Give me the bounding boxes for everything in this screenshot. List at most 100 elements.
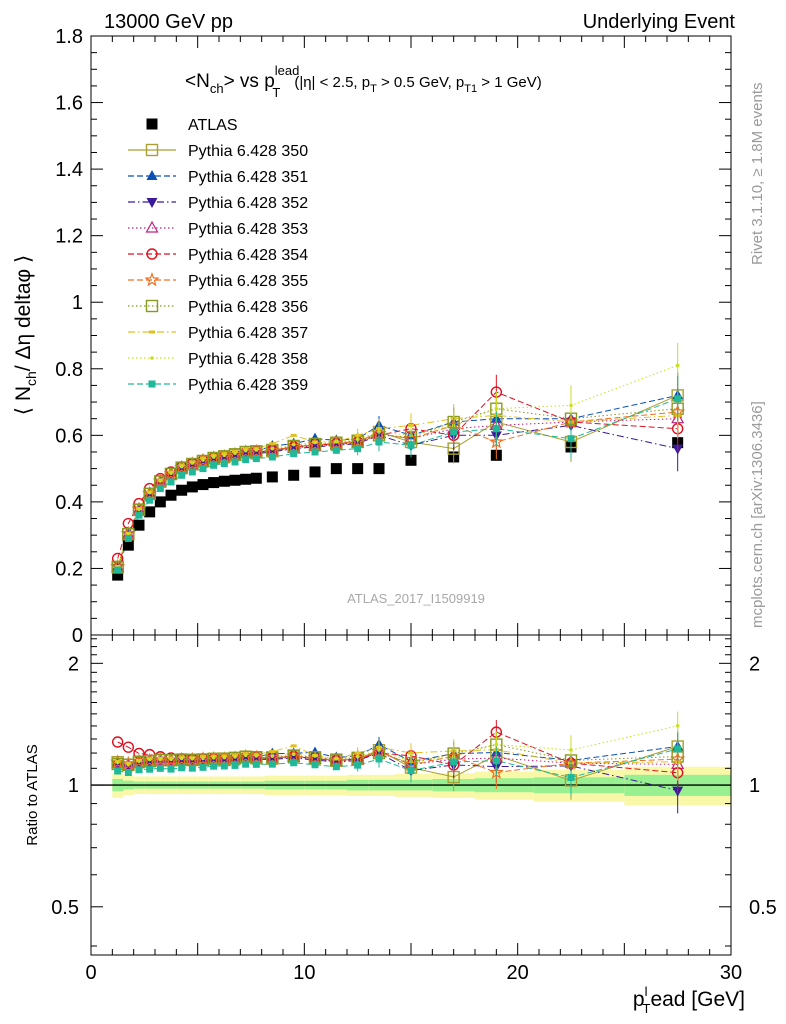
main-point-pythia-6-428-354 [111, 552, 124, 565]
ratio-point-pythia-6-428-355 [110, 754, 126, 769]
main-point-atlas [330, 463, 342, 475]
ratio-point-pythia-6-428-359 [188, 764, 196, 772]
ratio-point-pythia-6-428-357 [269, 750, 276, 754]
ratio-point-pythia-6-428-357 [290, 744, 297, 748]
ratio-point-pythia-6-428-359 [407, 767, 415, 775]
main-point-pythia-6-428-359 [332, 446, 340, 454]
main-plot-frame [90, 35, 732, 636]
main-point-pythia-6-428-357 [242, 447, 249, 451]
title-main: <N [185, 71, 210, 92]
x-tick-label: 30 [720, 962, 742, 984]
ratio-point-pythia-6-428-354 [133, 747, 145, 760]
main-point-pythia-6-428-359 [178, 471, 186, 479]
legend-marker-pythia-6-428-356 [145, 299, 159, 313]
legend-label-pythia-6-428-358: Pythia 6.428 358 [188, 351, 308, 368]
ratio-point-pythia-6-428-357 [242, 752, 249, 756]
main-point-pythia-6-428-358 [190, 461, 195, 465]
ratio-point-pythia-6-428-354 [111, 736, 124, 748]
plot-title: <Nch> vs plead T(|η| < 2.5, pT > 0.5 GeV,… [185, 63, 542, 100]
title-sup-lead: lead [275, 63, 300, 78]
ratio-point-pythia-6-428-359 [354, 761, 362, 769]
ratio-point-pythia-6-428-359 [210, 762, 218, 770]
main-point-atlas [218, 475, 230, 487]
main-point-pythia-6-428-359 [290, 450, 298, 458]
legend: ATLAS Pythia 6.428 350 Pythia 6.428 351 Pyt… [128, 117, 308, 394]
main-line-pythia-6-428-352 [117, 424, 678, 568]
legend-label-pythia-6-428-354: Pythia 6.428 354 [188, 247, 308, 264]
title-cuts-T1: T1 [464, 83, 477, 95]
main-point-pythia-6-428-359 [492, 425, 500, 433]
ratio-y-tick-label-right: 0.5 [749, 897, 777, 919]
main-point-pythia-6-428-358 [313, 440, 317, 445]
header-left-label: 13000 GeV pp [104, 11, 233, 33]
main-point-pythia-6-428-358 [243, 448, 248, 453]
xlabel-b: ead [GeV] [650, 988, 745, 1011]
ratio-point-pythia-6-428-358 [211, 755, 216, 760]
main-point-pythia-6-428-359 [674, 395, 682, 403]
main-point-pythia-6-428-358 [169, 471, 173, 476]
ratio-point-pythia-6-428-359 [290, 759, 298, 767]
main-point-pythia-6-428-355 [264, 442, 280, 457]
ratio-point-pythia-6-428-359 [135, 766, 143, 774]
xlabel-sup: l [645, 984, 648, 999]
main-point-atlas [250, 472, 262, 484]
ratio-point-pythia-6-428-359 [220, 762, 228, 770]
ratio-point-pythia-6-428-358 [270, 754, 275, 758]
main-point-pythia-6-428-359 [567, 435, 575, 443]
main-point-pythia-6-428-359 [167, 478, 175, 486]
main-point-pythia-6-428-359 [268, 453, 276, 461]
ratio-point-pythia-6-428-357 [221, 754, 228, 758]
ratio-point-pythia-6-428-359 [492, 757, 500, 765]
main-point-atlas [176, 484, 188, 496]
ratio-point-pythia-6-428-355 [227, 750, 243, 765]
main-point-atlas [373, 463, 385, 475]
ratio-point-pythia-6-428-358 [233, 755, 237, 759]
main-point-pythia-6-428-358 [355, 437, 360, 442]
main-point-atlas [405, 454, 417, 466]
main-line-pythia-6-428-354 [117, 391, 678, 559]
ratio-point-pythia-6-428-358 [675, 723, 680, 728]
ratio-point-pythia-6-428-358 [147, 757, 152, 762]
ratio-point-pythia-6-428-358 [169, 757, 173, 762]
ratio-point-pythia-6-428-358 [115, 760, 120, 765]
main-point-pythia-6-428-358 [126, 532, 131, 536]
main-series-points [110, 342, 686, 581]
ratio-point-pythia-6-428-359 [674, 745, 682, 753]
ratio-y-axis-label: Ratio to ATLAS [24, 744, 41, 845]
title-sub-T: T [272, 85, 280, 100]
main-point-pythia-6-428-359 [450, 428, 458, 436]
ratio-point-pythia-6-428-359 [156, 764, 164, 772]
ratio-point-pythia-6-428-359 [199, 763, 207, 771]
main-point-atlas [144, 506, 156, 518]
legend-label-pythia-6-428-357: Pythia 6.428 357 [188, 325, 308, 342]
main-point-pythia-6-428-359 [210, 461, 218, 469]
header-right-label: Underlying Event [583, 11, 736, 33]
ratio-point-pythia-6-428-359 [124, 769, 132, 777]
legend-label-pythia-6-428-351: Pythia 6.428 351 [188, 169, 308, 186]
ratio-point-pythia-6-428-355 [328, 752, 344, 767]
ratio-point-pythia-6-428-359 [332, 763, 340, 771]
main-point-pythia-6-428-355 [142, 485, 158, 501]
main-y-tick-label: 1.2 [55, 226, 83, 248]
main-point-atlas [122, 539, 134, 551]
ratio-point-pythia-6-428-357 [200, 754, 206, 758]
main-y-tick-label: 0.6 [55, 425, 83, 447]
main-y-tick-label: 1.4 [55, 159, 83, 181]
ratio-point-pythia-6-428-358 [243, 753, 248, 758]
main-point-pythia-6-428-359 [220, 460, 228, 468]
legend-label-pythia-6-428-355: Pythia 6.428 355 [188, 273, 308, 290]
ratio-point-pythia-6-428-359 [311, 761, 319, 769]
main-point-pythia-6-428-357 [221, 451, 228, 455]
title-cuts-c: > 1 GeV) [477, 74, 542, 91]
main-point-pythia-6-428-355 [163, 465, 179, 481]
main-point-pythia-6-428-357 [232, 449, 238, 453]
main-point-pythia-6-428-357 [200, 456, 206, 460]
main-point-pythia-6-428-355 [328, 435, 344, 450]
main-point-pythia-6-428-355 [152, 473, 168, 488]
main-point-pythia-6-428-358 [270, 446, 275, 451]
main-point-pythia-6-428-358 [147, 490, 152, 495]
x-tick-label: 20 [507, 962, 529, 984]
legend-marker-pythia-6-428-359 [148, 380, 156, 388]
ratio-y-tick-label-left: 0.5 [51, 897, 79, 919]
ratio-point-pythia-6-428-353 [164, 753, 178, 766]
